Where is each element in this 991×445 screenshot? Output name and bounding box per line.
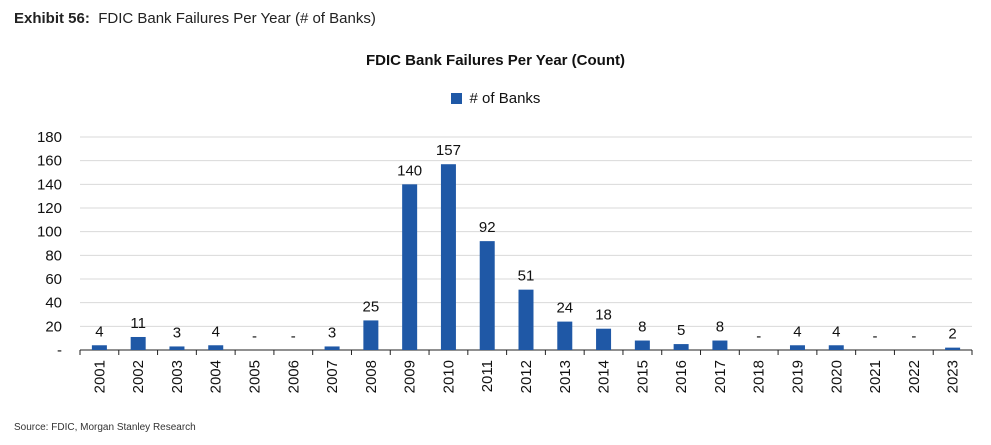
y-tick-label: 100 [37, 224, 62, 241]
bar-2020 [828, 345, 844, 350]
x-tick-label-2015: 2015 [634, 360, 651, 393]
data-label-2015: 8 [638, 319, 646, 336]
bar-2019 [789, 345, 805, 350]
y-tick-label: 40 [45, 295, 62, 312]
x-tick-label-2002: 2002 [130, 360, 147, 393]
exhibit-caption: Exhibit 56: FDIC Bank Failures Per Year … [14, 10, 376, 27]
data-label-2016: 5 [677, 322, 685, 339]
bar-2004 [208, 345, 224, 350]
x-tick-label-2009: 2009 [402, 360, 419, 393]
data-label-2019: 4 [793, 323, 801, 340]
x-tick-label-2011: 2011 [479, 360, 496, 392]
source-note: Source: FDIC, Morgan Stanley Research [14, 422, 196, 433]
x-tick-label-2001: 2001 [91, 360, 108, 393]
y-tick-label: 120 [37, 200, 62, 217]
bar-2017 [712, 340, 728, 350]
data-label-2021: - [873, 328, 878, 345]
bar-2008 [363, 320, 379, 350]
bar-2016 [673, 344, 689, 350]
bar-2010 [440, 164, 456, 350]
y-tick-label: 20 [45, 318, 62, 335]
legend-label: # of Banks [469, 90, 541, 107]
y-tick-label: 160 [37, 153, 62, 170]
x-tick-label-2019: 2019 [789, 360, 806, 393]
x-tick-label-2017: 2017 [712, 360, 729, 393]
legend-swatch [450, 93, 462, 104]
y-tick-label: 80 [45, 247, 62, 264]
data-label-2023: 2 [948, 326, 956, 343]
y-tick-label: 180 [37, 129, 62, 146]
exhibit-label: Exhibit 56: [14, 10, 90, 27]
x-tick-label-2014: 2014 [596, 360, 613, 393]
x-tick-label-2010: 2010 [440, 360, 457, 393]
x-tick-label-2008: 2008 [363, 360, 380, 393]
data-label-2008: 25 [363, 298, 380, 315]
y-tick-label: - [57, 342, 62, 359]
y-tick-label: 140 [37, 176, 62, 193]
x-tick-label-2013: 2013 [557, 360, 574, 393]
x-tick-label-2003: 2003 [169, 360, 186, 393]
x-tick-label-2023: 2023 [945, 360, 962, 393]
x-tick-label-2016: 2016 [673, 360, 690, 393]
x-tick-label-2020: 2020 [828, 360, 845, 393]
data-label-2011: 92 [479, 219, 496, 236]
bar-2011 [479, 241, 495, 350]
data-label-2007: 3 [328, 324, 336, 341]
x-tick-label-2004: 2004 [208, 360, 225, 393]
bar-2015 [634, 340, 650, 350]
data-label-2017: 8 [716, 319, 724, 336]
data-label-2013: 24 [556, 300, 573, 317]
x-tick-label-2018: 2018 [751, 360, 768, 393]
data-label-2010: 157 [436, 142, 461, 159]
data-label-2022: - [911, 328, 916, 345]
bar-2023 [945, 347, 961, 350]
data-label-2018: - [756, 328, 761, 345]
data-label-2001: 4 [95, 323, 103, 340]
data-label-2012: 51 [518, 268, 535, 285]
data-label-2006: - [291, 328, 296, 345]
x-tick-label-2021: 2021 [867, 360, 884, 393]
data-label-2009: 140 [397, 162, 422, 179]
data-label-2004: 4 [212, 323, 220, 340]
data-label-2005: - [252, 328, 257, 345]
bar-2012 [518, 289, 534, 350]
bar-2003 [169, 346, 185, 350]
y-tick-label: 60 [45, 271, 62, 288]
data-label-2003: 3 [173, 324, 181, 341]
bar-2001 [91, 345, 107, 350]
data-label-2002: 11 [130, 315, 146, 332]
x-tick-label-2007: 2007 [324, 360, 341, 393]
chart-legend: # of Banks [0, 90, 991, 107]
bar-2002 [130, 336, 146, 350]
bar-2007 [324, 346, 340, 350]
x-tick-label-2012: 2012 [518, 360, 535, 393]
bar-2009 [402, 184, 418, 350]
x-tick-label-2005: 2005 [247, 360, 264, 393]
chart-title: FDIC Bank Failures Per Year (Count) [366, 52, 625, 69]
bar-2013 [557, 321, 573, 350]
bar-2014 [596, 328, 612, 350]
x-tick-label-2022: 2022 [906, 360, 923, 393]
data-label-2014: 18 [595, 307, 612, 324]
x-tick-label-2006: 2006 [285, 360, 302, 393]
exhibit-text: FDIC Bank Failures Per Year (# of Banks) [98, 10, 376, 27]
data-label-2020: 4 [832, 323, 840, 340]
